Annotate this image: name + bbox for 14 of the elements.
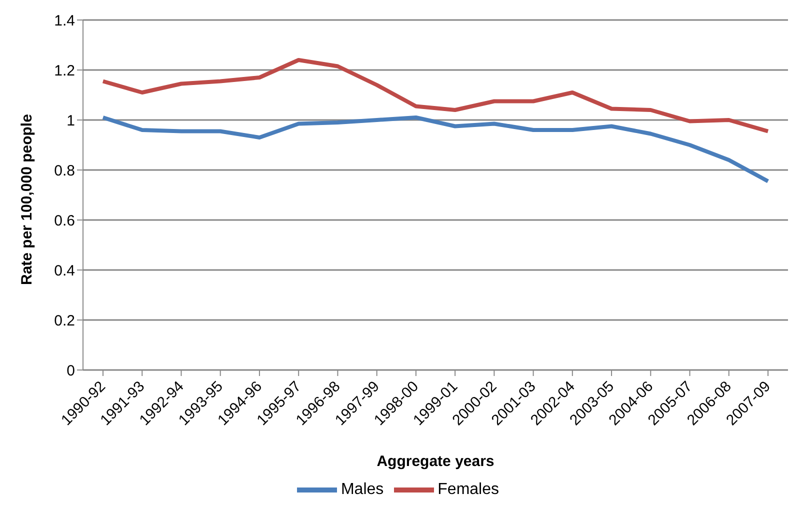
y-axis-title: Rate per 100,000 people	[18, 114, 36, 285]
x-axis-title: Aggregate years	[376, 453, 494, 470]
y-tick-label: 1.4	[54, 12, 75, 30]
y-tick-label: 0.6	[54, 212, 75, 230]
legend-label: Females	[438, 481, 500, 498]
line-series	[101, 58, 770, 134]
y-tick-label: 0.8	[54, 162, 75, 180]
y-tick-label: 0.2	[54, 312, 75, 330]
line-series	[101, 116, 770, 184]
y-tick-label: 1.2	[54, 62, 75, 80]
legend-label: Males	[340, 481, 384, 498]
y-tick-label: 0	[66, 362, 75, 380]
y-tick-label: 1	[66, 112, 75, 130]
y-tick-label: 0.4	[54, 262, 75, 280]
